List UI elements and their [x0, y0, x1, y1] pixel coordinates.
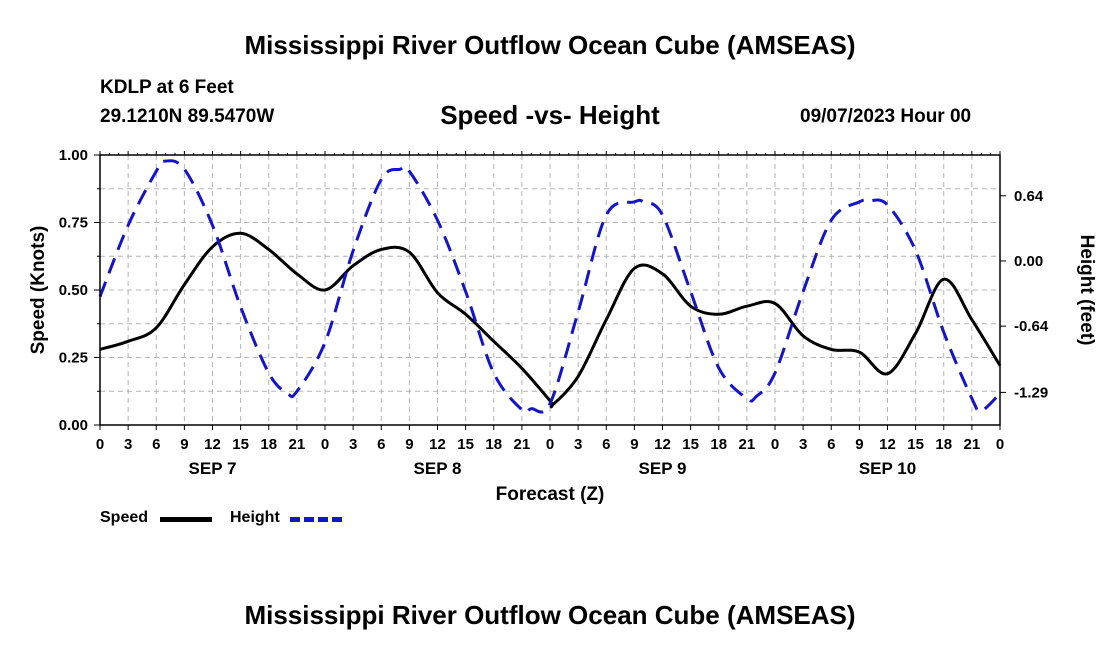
- y-tick-label: 0.50: [59, 282, 88, 299]
- x-tick-label: 6: [377, 436, 385, 453]
- legend-height-swatch: [290, 517, 342, 522]
- x-tick-label: 6: [152, 436, 160, 453]
- y-tick-label: 0.75: [59, 215, 88, 232]
- x-tick-label: 15: [457, 436, 474, 453]
- x-tick-label: 0: [996, 436, 1004, 453]
- x-tick-label: 15: [232, 436, 249, 453]
- height-series-line: [98, 159, 1002, 414]
- y-tick-label: 1.00: [59, 147, 88, 164]
- x-tick-label: 21: [739, 436, 756, 453]
- x-tick-label: 18: [260, 436, 277, 453]
- day-label: SEP 7: [189, 459, 237, 478]
- x-tick-label: 9: [855, 436, 863, 453]
- x-tick-label: 18: [485, 436, 502, 453]
- legend-speed-label: Speed: [100, 509, 149, 526]
- legend-speed-swatch: [160, 517, 212, 522]
- y2-tick-label: -0.64: [1014, 318, 1049, 335]
- x-tick-label: 0: [96, 436, 104, 453]
- x-tick-label: 9: [180, 436, 188, 453]
- x-tick-label: 12: [204, 436, 221, 453]
- speed-series-line: [99, 231, 1002, 409]
- legend-height-label: Height: [230, 509, 280, 526]
- y-tick-label: 0.25: [59, 350, 88, 367]
- x-tick-label: 0: [321, 436, 329, 453]
- x-tick-label: 0: [771, 436, 779, 453]
- y2-tick-label: 0.64: [1014, 188, 1044, 205]
- grid-lines: [100, 155, 1000, 425]
- forecast-datetime: 09/07/2023 Hour 00: [800, 106, 972, 127]
- day-label: SEP 8: [414, 459, 462, 478]
- y-tick-label: 0.00: [59, 417, 88, 434]
- x-tick-label: 3: [799, 436, 807, 453]
- x-tick-label: 6: [827, 436, 835, 453]
- x-axis-label: Forecast (Z): [496, 484, 605, 505]
- axes: 0 3 6 9 12 15 18 21 0 3 6 9 12 15 18 21 0 3 6 9 12 15 18 21 0 3 6 9…: [59, 147, 1049, 478]
- x-tick-label: 3: [574, 436, 582, 453]
- x-tick-label: 15: [682, 436, 699, 453]
- x-tick-label: 12: [654, 436, 671, 453]
- x-tick-label: 12: [879, 436, 896, 453]
- x-tick-label: 21: [964, 436, 981, 453]
- x-tick-label: 15: [907, 436, 924, 453]
- chart-title: Speed -vs- Height: [440, 100, 660, 130]
- x-tick-label: 6: [602, 436, 610, 453]
- x-tick-label: 3: [124, 436, 132, 453]
- x-tick-label: 21: [289, 436, 306, 453]
- day-label: SEP 9: [639, 459, 687, 478]
- x-tick-label: 18: [710, 436, 727, 453]
- x-tick-label: 9: [405, 436, 413, 453]
- x-tick-label: 9: [630, 436, 638, 453]
- y2-tick-label: -1.29: [1014, 384, 1048, 401]
- day-label: SEP 10: [859, 459, 916, 478]
- y2-tick-label: 0.00: [1014, 253, 1043, 270]
- series-lines: [98, 159, 1002, 414]
- footer-title: Mississippi River Outflow Ocean Cube (AM…: [244, 600, 856, 630]
- main-title: Mississippi River Outflow Ocean Cube (AM…: [244, 30, 856, 60]
- x-tick-label: 21: [514, 436, 531, 453]
- x-tick-label: 0: [546, 436, 554, 453]
- x-tick-label: 12: [429, 436, 446, 453]
- x-tick-label: 3: [349, 436, 357, 453]
- y-axis-label: Speed (Knots): [28, 226, 49, 355]
- coordinates-label: 29.1210N 89.5470W: [100, 106, 275, 127]
- y2-axis-label: Height (feet): [1076, 235, 1097, 346]
- station-label: KDLP at 6 Feet: [100, 77, 234, 98]
- x-tick-label: 18: [935, 436, 952, 453]
